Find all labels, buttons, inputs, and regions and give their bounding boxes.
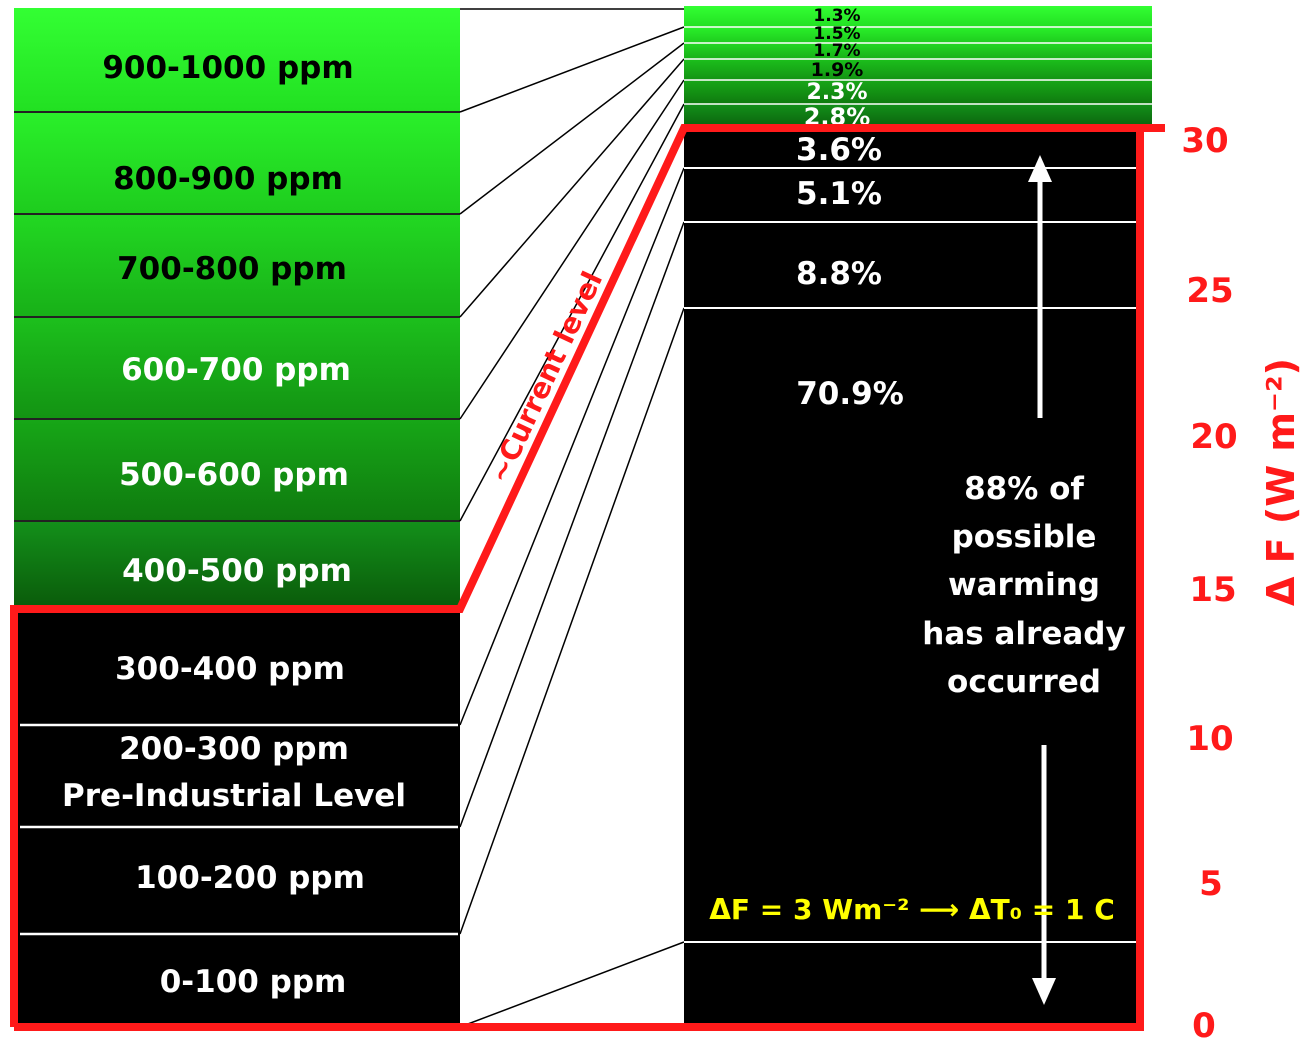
annotation-line-4: has already <box>922 616 1125 652</box>
ppm-column: 900-1000 ppm 800-900 ppm 700-800 ppm 600… <box>14 8 460 1027</box>
axis-tick-30: 30 <box>1181 121 1228 161</box>
forcing-column: 1.3% 1.5% 1.7% 1.9% 2.3% 2.8% 3.6% 5.1% … <box>684 6 1152 1027</box>
pre-industrial-label: Pre-Industrial Level <box>62 778 406 814</box>
bin-700-800 <box>14 214 460 317</box>
bin-label-300-400: 300-400 ppm <box>115 651 345 687</box>
axis-tick-20: 20 <box>1190 417 1237 457</box>
warming-annotation: 88% of possible warming has already occu… <box>922 471 1125 700</box>
axis-tick-0: 0 <box>1192 1006 1216 1040</box>
axis-tick-10: 10 <box>1186 719 1233 759</box>
bin-label-200-300: 200-300 ppm <box>119 731 349 767</box>
bin-label-600-700: 600-700 ppm <box>121 352 351 388</box>
strip-1-7 <box>684 43 1152 59</box>
up-arrow <box>1028 155 1052 418</box>
strip-2-3 <box>684 80 1152 104</box>
bin-400-500 <box>14 521 460 609</box>
down-arrow <box>1032 745 1056 1005</box>
forcing-axis: 0 5 10 15 20 25 30 Δ F (W m⁻²) <box>1181 121 1303 1040</box>
pct-8-8: 8.8% <box>796 256 882 292</box>
pre-current-bins-background <box>14 609 460 1027</box>
strip-1-9 <box>684 59 1152 80</box>
connector-lines <box>459 8 685 1028</box>
annotation-line-3: warming <box>948 567 1100 603</box>
current-level-label: ~Current level <box>482 266 609 488</box>
axis-tick-5: 5 <box>1199 864 1223 904</box>
pct-2-3: 2.3% <box>806 80 867 105</box>
pct-1-5: 1.5% <box>813 24 860 44</box>
annotation-line-1: 88% of <box>964 471 1084 507</box>
pct-1-7: 1.7% <box>813 41 860 61</box>
annotation-line-5: occurred <box>947 664 1101 700</box>
bin-label-100-200: 100-200 ppm <box>135 860 365 896</box>
axis-tick-15: 15 <box>1189 570 1236 610</box>
bin-900-1000 <box>14 8 460 112</box>
bin-label-400-500: 400-500 ppm <box>122 553 352 589</box>
dark-forcing-block <box>684 132 1140 1027</box>
strip-1-5 <box>684 27 1152 43</box>
bin-label-900-1000: 900-1000 ppm <box>102 50 353 86</box>
pct-3-6: 3.6% <box>796 132 882 168</box>
forcing-formula: ΔF = 3 Wm⁻² ⟶ ΔT₀ = 1 C <box>709 893 1115 926</box>
pct-70-9: 70.9% <box>796 376 904 412</box>
pct-1-9: 1.9% <box>811 59 864 81</box>
annotation-line-2: possible <box>952 519 1097 555</box>
bin-800-900 <box>14 112 460 214</box>
bin-label-500-600: 500-600 ppm <box>119 457 349 493</box>
axis-title: Δ F (W m⁻²) <box>1259 358 1303 606</box>
pct-1-3: 1.3% <box>813 6 860 26</box>
pct-5-1: 5.1% <box>796 176 882 212</box>
axis-tick-25: 25 <box>1186 271 1233 311</box>
bin-label-0-100: 0-100 ppm <box>160 964 347 1000</box>
bin-500-600 <box>14 419 460 521</box>
strip-1-3 <box>684 6 1152 27</box>
bin-label-700-800: 700-800 ppm <box>117 251 347 287</box>
bin-600-700 <box>14 317 460 419</box>
bin-label-800-900: 800-900 ppm <box>113 161 343 197</box>
